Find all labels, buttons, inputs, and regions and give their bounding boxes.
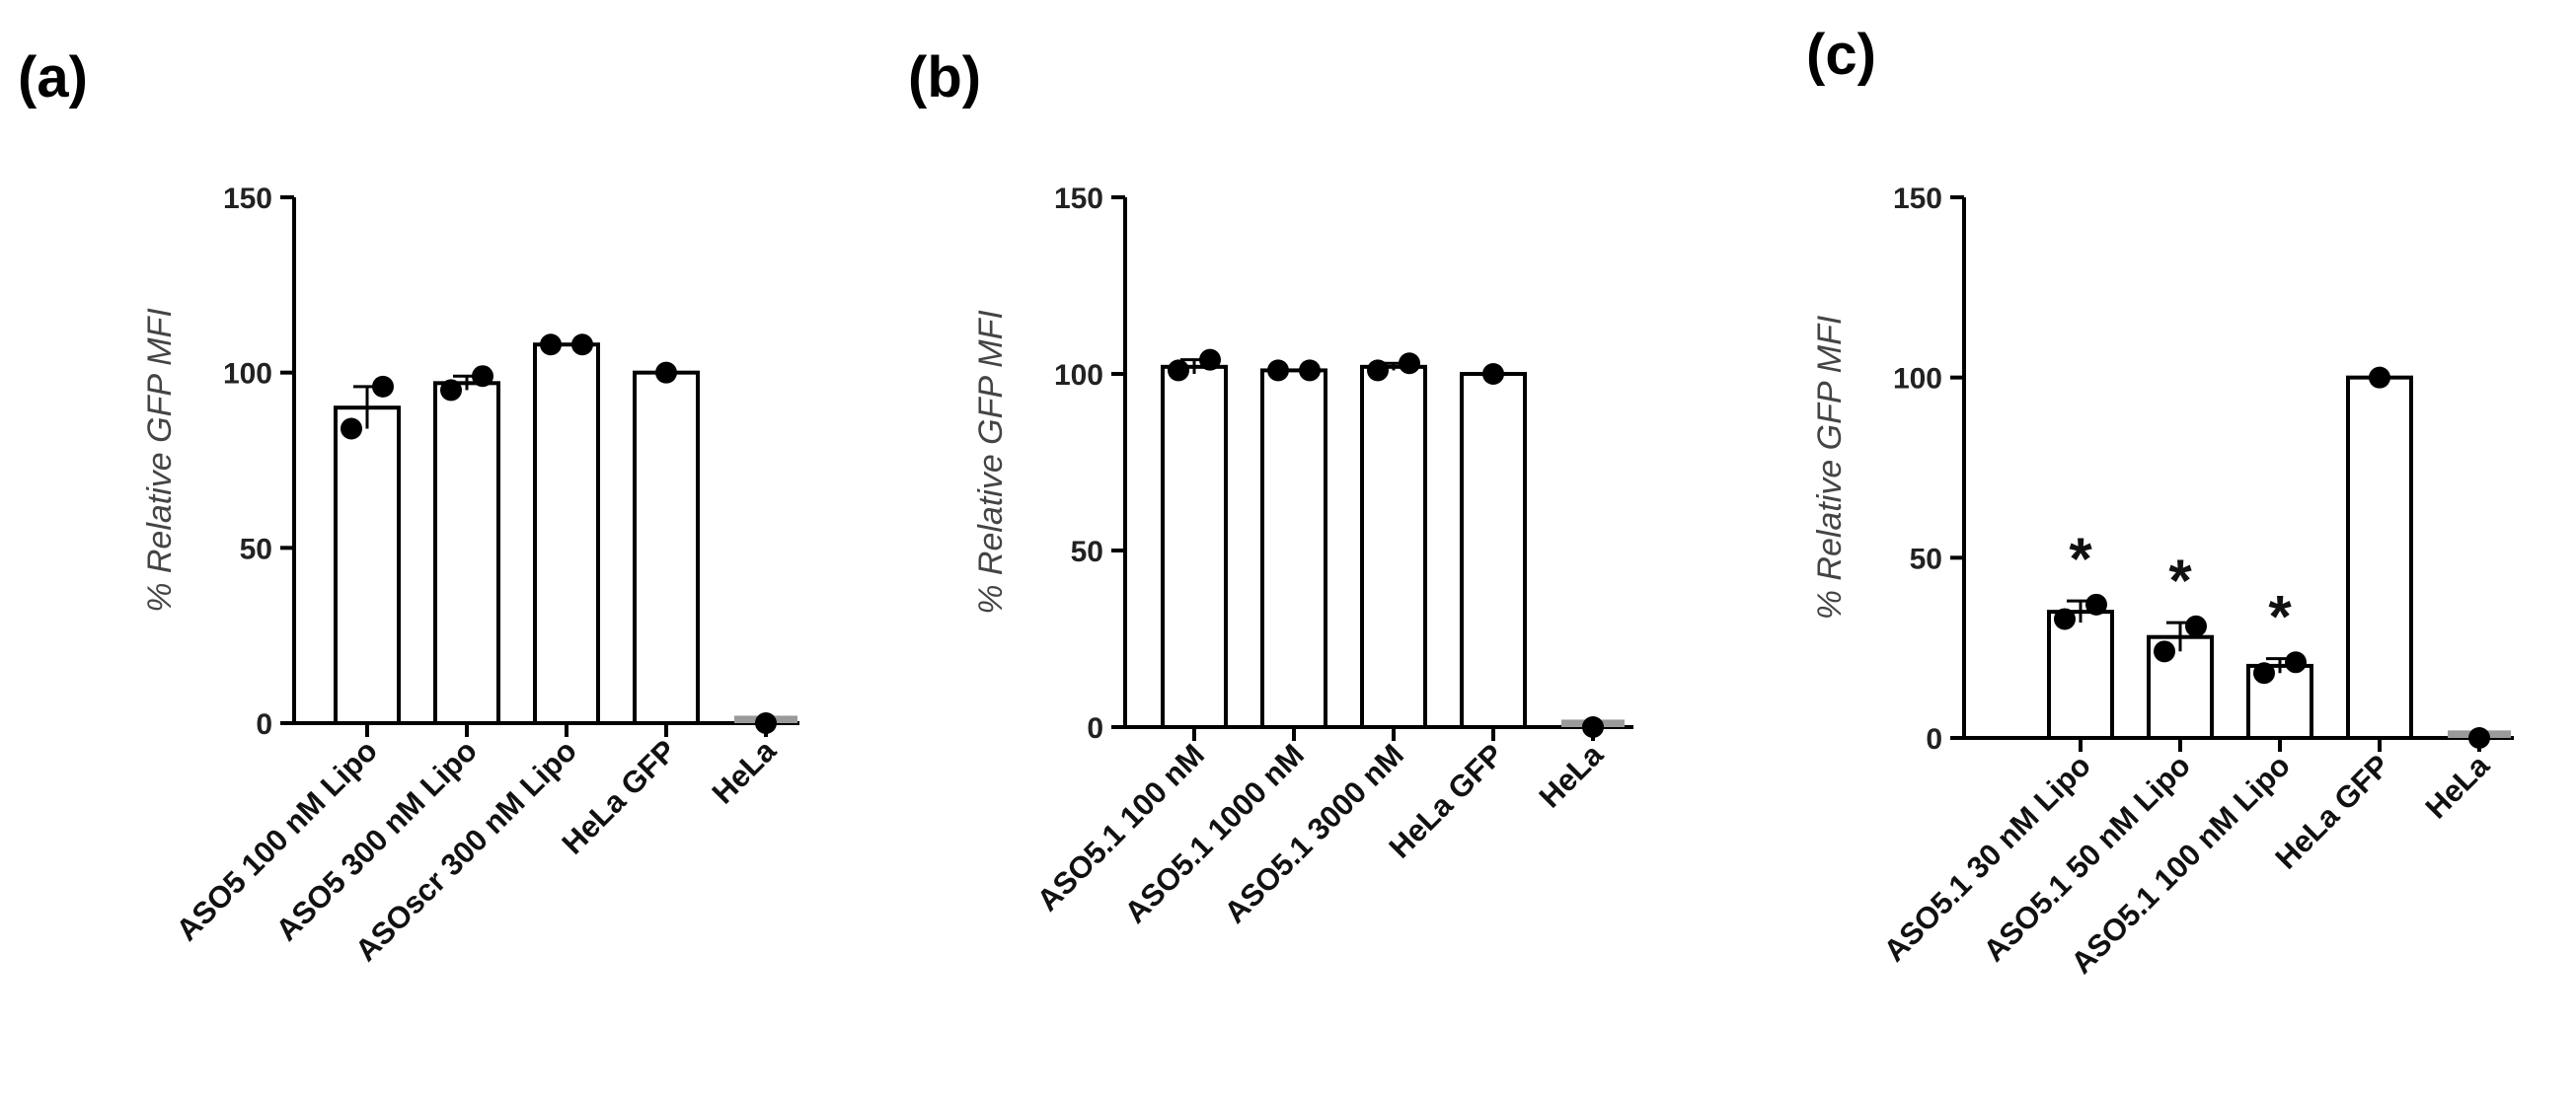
x-tick-label: HeLa — [706, 733, 784, 811]
data-point — [341, 417, 362, 440]
y-axis-label: % Relative GFP MFI — [1811, 315, 1849, 620]
bar — [2346, 375, 2413, 740]
y-tick-label: 100 — [1893, 363, 1942, 396]
panel-label: (a) — [18, 45, 88, 110]
data-point — [2285, 651, 2307, 674]
y-tick-label: 150 — [1893, 183, 1942, 215]
data-point — [2253, 662, 2275, 685]
data-point — [1199, 348, 1221, 371]
data-point — [440, 379, 462, 402]
significance-star: * — [2168, 548, 2192, 614]
bar — [334, 405, 401, 725]
significance-star: * — [2268, 584, 2292, 650]
x-tick-label: ASO5.1 1000 nM — [1118, 737, 1311, 929]
bar — [2047, 610, 2114, 741]
bar — [1360, 364, 1427, 729]
data-point — [1168, 359, 1189, 382]
panel-label: (c) — [1806, 23, 1876, 87]
x-tick-label: ASO5.1 3000 nM — [1218, 737, 1410, 929]
chart-b: (b) % Relative GFP MFI 0 50 100 150 ASO5.1 100… — [908, 45, 1633, 930]
data-point — [2085, 593, 2107, 616]
bar — [433, 381, 500, 725]
y-tick-label: 0 — [256, 708, 272, 741]
bar — [633, 370, 700, 725]
data-point — [1482, 363, 1504, 385]
x-tick-label: HeLa — [2419, 748, 2497, 826]
y-tick-label: 50 — [1910, 543, 1942, 575]
x-tick-label: ASO5.1 100 nM — [1030, 737, 1211, 918]
data-point — [655, 361, 677, 384]
y-axis-label: % Relative GFP MFI — [972, 310, 1010, 615]
data-point — [1367, 359, 1389, 382]
y-axis-label: % Relative GFP MFI — [141, 308, 179, 613]
data-point — [1299, 359, 1321, 382]
panel-b: (b) % Relative GFP MFI 0 50 100 150 ASO5.1 100… — [859, 0, 1717, 1101]
y-tick-label: 50 — [1071, 536, 1103, 568]
data-point — [2185, 615, 2207, 637]
bar — [1260, 368, 1327, 729]
data-point — [540, 333, 562, 356]
data-point — [372, 375, 394, 398]
data-point — [1399, 352, 1420, 375]
x-tick-label: HeLa — [1533, 737, 1611, 815]
y-tick-label: 50 — [240, 533, 272, 565]
y-tick-label: 150 — [223, 183, 272, 215]
y-tick-label: 100 — [1054, 359, 1103, 392]
significance-star: * — [2069, 526, 2092, 592]
panel-a: (a)% Relative GFP MFI 0 50 100 150 ASO5 100 n… — [0, 0, 859, 1101]
bar — [1460, 372, 1527, 729]
data-point — [2054, 608, 2076, 630]
bar — [1161, 364, 1228, 729]
data-point — [472, 365, 493, 388]
panel-c: (c)% Relative GFP MFI 0 50 100 150 * ASO5.1 30… — [1717, 0, 2576, 1101]
data-point — [571, 333, 593, 356]
y-tick-label: 0 — [1087, 712, 1103, 745]
data-point — [1267, 359, 1289, 382]
data-point — [2154, 640, 2175, 663]
y-tick-label: 100 — [223, 358, 272, 391]
data-point — [2369, 366, 2390, 389]
y-tick-label: 150 — [1054, 183, 1103, 215]
y-tick-label: 0 — [1926, 723, 1942, 756]
panel-label: (b) — [908, 45, 981, 110]
bar — [533, 342, 600, 725]
